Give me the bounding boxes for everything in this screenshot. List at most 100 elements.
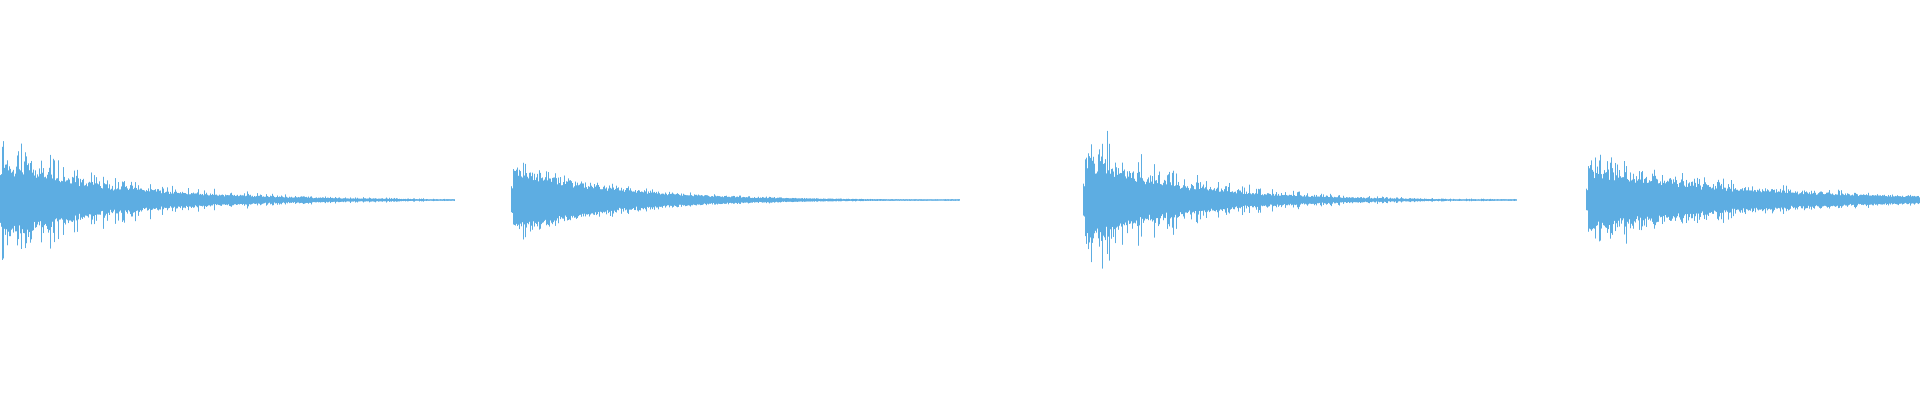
waveform-sample [918,199,919,201]
waveform-sample [423,198,424,202]
waveform-sample [1762,189,1763,212]
waveform-sample [420,199,421,201]
waveform-sample [802,198,803,202]
waveform-sample [1828,192,1829,207]
waveform-sample [67,180,68,221]
waveform-sample [284,197,285,204]
waveform-sample [120,189,121,211]
waveform-sample [595,186,596,213]
waveform-sample [782,198,783,202]
waveform-sample [876,199,877,201]
waveform-sample [787,197,788,202]
waveform-sample [1195,189,1196,211]
waveform-sample [861,198,862,202]
waveform-sample [1830,193,1831,207]
waveform-sample [1473,199,1474,201]
waveform-sample [658,191,659,210]
waveform-sample [1290,194,1291,204]
waveform-sample [1098,154,1099,239]
waveform-sample [427,199,428,201]
waveform-sample [1846,195,1847,206]
waveform-sample [2,146,3,260]
waveform-sample [811,198,812,202]
waveform-sample [1400,198,1401,202]
waveform-sample [743,196,744,204]
waveform-sample [815,198,816,202]
waveform-sample [810,198,811,202]
waveform-sample [644,190,645,208]
waveform-sample [1706,184,1707,220]
waveform-sample [1307,193,1308,206]
waveform-sample [1091,144,1092,263]
waveform-sample [1671,179,1672,221]
waveform-sample [1746,190,1747,210]
waveform-sample [362,198,363,202]
waveform-sample [281,195,282,205]
waveform-sample [837,198,838,201]
waveform-sample [1859,195,1860,205]
waveform-sample [725,195,726,204]
waveform-sample [401,198,402,202]
waveform-sample [1660,181,1661,218]
waveform-sample [0,175,1,223]
waveform-sample [1240,190,1241,209]
waveform-sample [1094,163,1095,234]
waveform-sample [1115,162,1116,244]
waveform-sample [331,197,332,203]
waveform-sample [1753,191,1754,212]
waveform-sample [221,194,222,206]
waveform-sample [1197,175,1198,224]
waveform-sample [1315,196,1316,205]
waveform-sample [944,199,945,201]
waveform-sample [1910,194,1911,206]
waveform-sample [1600,154,1601,241]
waveform-sample [135,182,136,222]
waveform-sample [1668,181,1669,217]
waveform-sample [1856,193,1857,207]
waveform-sample [1652,173,1653,222]
waveform-sample [1384,198,1385,202]
waveform-sample [19,169,20,226]
waveform-sample [393,198,394,202]
waveform-sample [417,199,418,201]
waveform-sample [1789,191,1790,210]
waveform-sample [402,199,403,202]
waveform-sample [1685,186,1686,215]
waveform-sample [785,198,786,202]
waveform-sample [267,195,268,205]
waveform-sample [1855,192,1856,209]
waveform-sample [729,196,730,204]
waveform-sample [1904,197,1905,204]
waveform-sample [620,190,621,209]
waveform-sample [585,182,586,217]
waveform-sample [874,199,875,201]
waveform-sample [1688,183,1689,221]
waveform-sample [1708,185,1709,217]
waveform-sample [1478,199,1479,201]
waveform-sample [149,191,150,209]
waveform-sample [322,197,323,203]
waveform-sample [1109,143,1110,261]
waveform-sample [280,196,281,204]
waveform-sample [793,197,794,203]
waveform-sample [671,193,672,206]
waveform-sample [552,177,553,225]
waveform-sample [738,197,739,203]
waveform-sample [195,193,196,206]
waveform-sample [106,184,107,214]
waveform-sample [1357,197,1358,203]
waveform-sample [1761,192,1762,210]
waveform-sample [1516,199,1517,201]
waveform-sample [239,195,240,205]
waveform-sample [1691,181,1692,219]
waveform-sample [761,197,762,203]
waveform-sample [834,199,835,202]
waveform-sample [367,198,368,202]
waveform-sample [610,187,611,217]
waveform-sample [324,197,325,203]
waveform-sample [1796,192,1797,208]
waveform-sample [1497,199,1498,201]
waveform-sample [446,199,447,201]
waveform-sample [1362,198,1363,203]
waveform-sample [856,198,857,202]
